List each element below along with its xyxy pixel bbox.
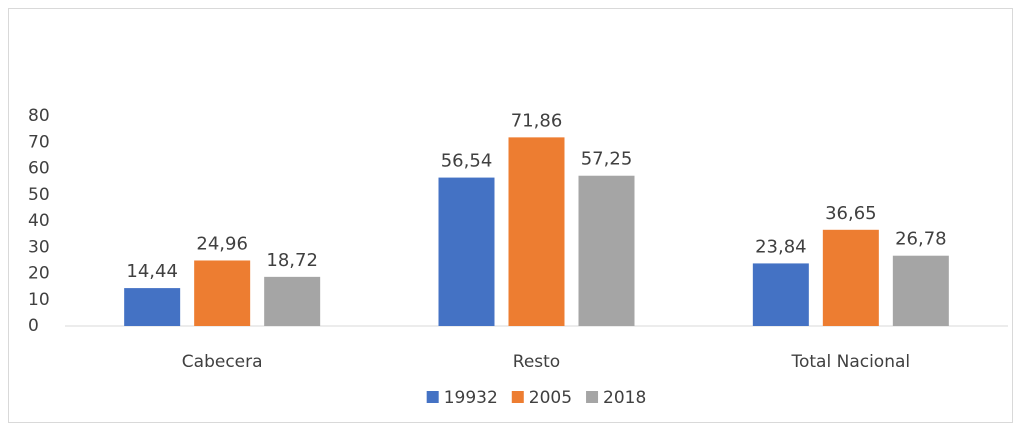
y-tick-label: 20 [28, 264, 50, 284]
x-tick-label: Resto [513, 352, 560, 372]
data-label: 18,72 [266, 250, 318, 271]
data-label: 14,44 [126, 261, 178, 282]
legend-label: 2005 [529, 388, 572, 408]
legend-swatch [426, 391, 439, 403]
y-tick-label: 30 [28, 237, 50, 257]
data-label: 26,78 [895, 229, 947, 250]
data-label: 56,54 [441, 151, 493, 172]
data-label: 57,25 [581, 149, 633, 170]
legend-label: 19932 [444, 388, 498, 408]
bar [194, 260, 251, 326]
data-label: 71,86 [511, 110, 563, 131]
y-tick-label: 80 [28, 106, 50, 126]
x-tick-label: Cabecera [182, 352, 263, 372]
data-label: 23,84 [755, 236, 807, 257]
data-label: 36,65 [825, 203, 877, 224]
x-tick-label: Total Nacional [791, 352, 911, 372]
y-tick-label: 0 [28, 316, 39, 336]
legend-swatch [511, 391, 524, 403]
bar [264, 276, 321, 326]
bar [508, 137, 565, 326]
y-tick-label: 10 [28, 290, 50, 310]
bar [752, 263, 809, 326]
bar [822, 229, 879, 326]
legend-label: 2018 [603, 388, 646, 408]
data-label: 24,96 [196, 233, 248, 254]
y-tick-label: 70 [28, 132, 50, 152]
bar [438, 177, 495, 326]
bar [892, 255, 949, 326]
bar [124, 288, 181, 326]
bar [578, 175, 635, 326]
y-tick-label: 40 [28, 211, 50, 231]
y-tick-label: 50 [28, 185, 50, 205]
legend-swatch [586, 391, 599, 403]
y-tick-label: 60 [28, 159, 50, 179]
